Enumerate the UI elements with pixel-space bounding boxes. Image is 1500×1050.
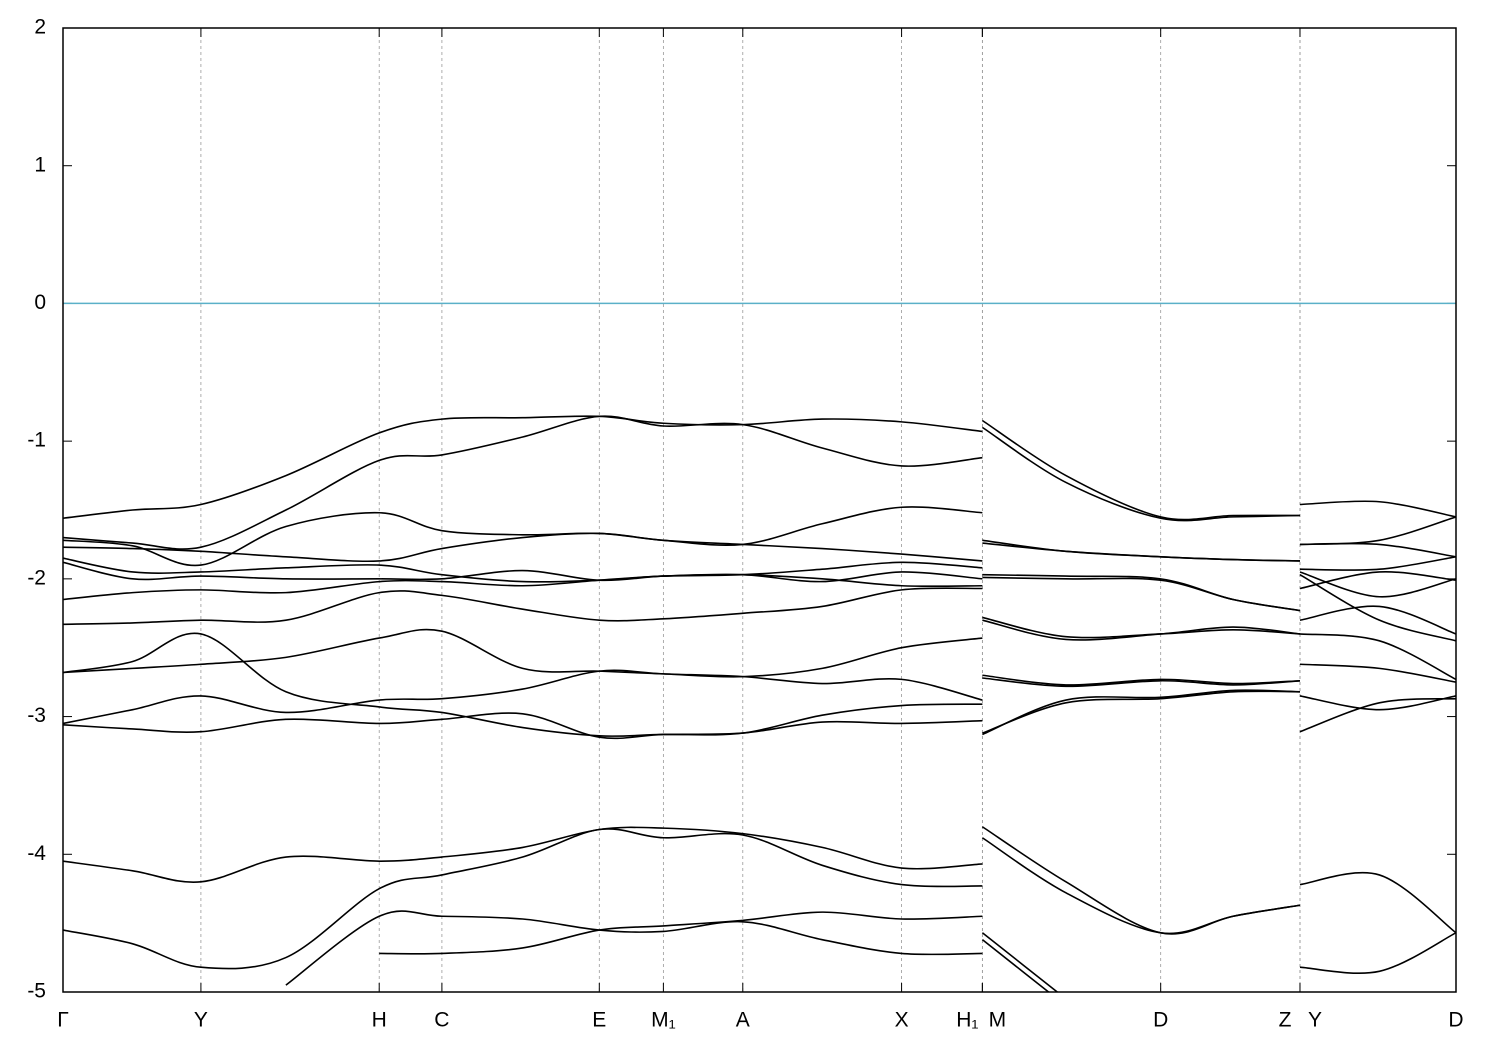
band-line [981,837,1301,935]
band-line [63,826,983,883]
y-tick-label: -1 [27,429,46,452]
band-line [63,712,983,740]
band-line [1299,663,1456,683]
band-line [982,689,1300,736]
x-tick-label: A [736,1009,750,1032]
band-line [982,619,1301,641]
band-line [1299,571,1456,598]
band-line [1299,871,1456,934]
band-line [1299,605,1456,635]
band-line [1299,542,1456,558]
y-tick-label: -2 [27,566,46,589]
band-line [1299,695,1456,711]
band-line [981,932,1059,992]
y-tick-label: -4 [27,842,46,865]
band-line [981,426,1300,522]
band-line [285,910,983,986]
band-line [63,632,983,737]
band-line [63,557,983,583]
bands [63,415,1456,992]
band-line [982,576,1301,612]
band-line [1299,697,1456,733]
band-line [982,690,1300,734]
x-tick-label: X [895,1009,909,1032]
band-line [982,542,1300,562]
x-tick-label: H₁ [956,1009,978,1032]
x-tick-label: Z [1279,1009,1292,1032]
x-tick-label: D [1448,1009,1463,1032]
band-line [63,415,983,520]
y-tick-label: 1 [34,153,46,176]
x-tick-label: H [372,1009,387,1032]
y-tick-label: -3 [27,704,46,727]
band-line [1299,633,1456,681]
x-tick-label: C [434,1009,449,1032]
band-line [982,677,1301,688]
band-line [63,573,983,601]
plot-frame [62,27,1457,993]
band-line [63,628,983,678]
y-tick-label: -5 [27,980,46,1003]
band-line [981,419,1300,521]
band-line [982,674,1301,686]
band-line [63,561,983,583]
band-line [981,939,1050,992]
band-line [63,532,983,563]
y-tick-label: 2 [34,16,46,39]
band-line [63,506,983,567]
x-tick-label: D [1153,1009,1168,1032]
x-tick-label: Y [194,1009,208,1032]
band-line [1299,500,1456,518]
band-line [63,828,983,970]
x-tick-label: Γ [57,1009,69,1032]
band-line [1299,556,1456,571]
x-tick-label: Y [1308,1009,1322,1032]
band-line [63,415,983,550]
band-line [1299,932,1456,974]
x-tick-label: M₁ [651,1009,676,1032]
band-line [63,669,983,725]
y-tick-label: 0 [34,291,46,314]
x-tick-label: M [989,1009,1007,1032]
x-tick-label: E [592,1009,606,1032]
band-line [1299,574,1456,642]
band-line [63,587,983,626]
band-line [379,911,983,955]
